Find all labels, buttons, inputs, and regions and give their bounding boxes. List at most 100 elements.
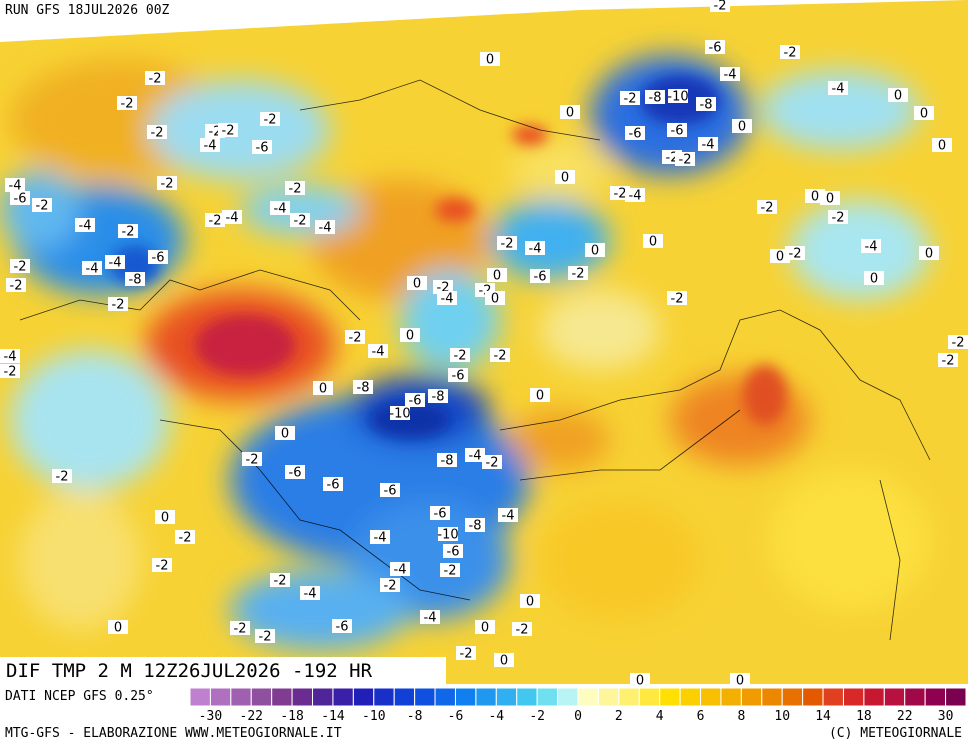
contour-label: -4 xyxy=(420,610,440,626)
contour-label-text: -6 xyxy=(384,484,397,499)
colorbar-swatch xyxy=(761,687,783,707)
contour-label: 0 xyxy=(400,328,420,344)
contour-label: -6 xyxy=(405,393,425,409)
contour-label-bg xyxy=(625,126,645,140)
contour-label-text: 0 xyxy=(636,674,644,689)
contour-label-bg xyxy=(710,0,730,12)
colorbar-tick-label: 18 xyxy=(856,709,872,724)
contour-label: 0 xyxy=(475,620,495,636)
colorbar-swatch xyxy=(373,687,395,707)
contour-label-bg xyxy=(270,201,290,215)
contour-label: 0 xyxy=(407,276,427,292)
colorbar-swatch xyxy=(516,687,538,707)
contour-label: 0 xyxy=(585,243,605,259)
contour-label: -8 xyxy=(696,97,716,113)
contour-label-bg xyxy=(345,330,365,344)
contour-label: 0 xyxy=(732,119,752,135)
contour-label-bg xyxy=(313,381,333,395)
contour-label-text: 0 xyxy=(649,235,657,250)
contour-label-bg xyxy=(117,96,137,110)
contour-label-text: -2 xyxy=(4,365,17,380)
contour-label-bg xyxy=(230,621,250,635)
contour-label: -2 xyxy=(440,563,460,579)
contour-label-bg xyxy=(155,510,175,524)
colorbar-tick-label: -2 xyxy=(529,709,545,724)
contour-label: -4 xyxy=(861,239,881,255)
contour-label-bg xyxy=(152,558,172,572)
colorbar-tick-label: 2 xyxy=(615,709,623,724)
contour-label: 0 xyxy=(555,170,575,186)
contour-label-bg xyxy=(730,673,750,687)
contour-label: -2 xyxy=(108,297,128,313)
contour-label-text: -2 xyxy=(494,349,507,364)
contour-label-text: 0 xyxy=(493,269,501,284)
colorbar-swatch xyxy=(945,687,967,707)
contour-label-bg xyxy=(450,348,470,362)
contour-label-bg xyxy=(520,594,540,608)
contour-label: -4 xyxy=(0,349,20,365)
contour-label-bg xyxy=(487,268,507,282)
colorbar-tick-label: 10 xyxy=(774,709,790,724)
contour-label-bg xyxy=(465,518,485,532)
contour-label-text: 0 xyxy=(566,106,574,121)
contour-label-bg xyxy=(698,137,718,151)
contour-label-text: -6 xyxy=(447,545,460,560)
contour-label-text: 0 xyxy=(591,244,599,259)
data-source: DATI NCEP GFS 0.25° xyxy=(5,689,154,704)
contour-label-text: -2 xyxy=(14,260,27,275)
contour-label: -2 xyxy=(948,335,968,351)
contour-label: -4 xyxy=(698,137,718,153)
contour-label-bg xyxy=(5,178,25,192)
colorbar-swatch xyxy=(883,687,906,707)
contour-label-text: -2 xyxy=(222,124,235,139)
contour-label: -6 xyxy=(332,619,352,635)
contour-label-text: -4 xyxy=(502,509,515,524)
contour-label-bg xyxy=(785,246,805,260)
contour-label: -4 xyxy=(525,241,545,257)
contour-label: 0 xyxy=(560,105,580,121)
contour-label: -6 xyxy=(430,506,450,522)
contour-label-bg xyxy=(430,506,450,520)
colorbar-swatch xyxy=(312,687,334,707)
contour-label-text: -2 xyxy=(832,211,845,226)
contour-label-bg xyxy=(370,530,390,544)
contour-label: -8 xyxy=(465,518,485,534)
contour-label-bg xyxy=(861,239,881,253)
contour-label-text: 0 xyxy=(114,621,122,636)
contour-label-text: -8 xyxy=(469,519,482,534)
contour-label-text: -4 xyxy=(724,68,737,83)
contour-label-text: -4 xyxy=(702,138,715,153)
contour-label-bg xyxy=(420,610,440,624)
contour-label: 0 xyxy=(480,52,500,68)
contour-label: -4 xyxy=(270,201,290,217)
contour-label-bg xyxy=(108,620,128,634)
contour-label-text: 0 xyxy=(776,250,784,265)
contour-label-bg xyxy=(525,241,545,255)
colorbar-swatch xyxy=(740,687,763,707)
contour-label-text: -6 xyxy=(709,41,722,56)
colorbar-swatch xyxy=(720,687,742,707)
contour-label: -8 xyxy=(125,272,145,288)
contour-label-text: -2 xyxy=(671,292,684,307)
contour-label: -6 xyxy=(148,250,168,266)
contour-label-bg xyxy=(145,71,165,85)
contour-label-text: -4 xyxy=(226,211,239,226)
contour-label-text: -10 xyxy=(667,90,688,105)
contour-label-bg xyxy=(433,280,453,294)
contour-label-text: -2 xyxy=(454,349,467,364)
contour-label-text: -8 xyxy=(432,390,445,405)
contour-label: -2 xyxy=(6,278,26,294)
contour-label-text: -2 xyxy=(679,153,692,168)
contour-label-text: -8 xyxy=(649,91,662,106)
contour-label-bg xyxy=(914,106,934,120)
contour-label-bg xyxy=(456,646,476,660)
contour-label-text: -4 xyxy=(9,179,22,194)
contour-label: 0 xyxy=(932,138,952,154)
contour-label-text: -2 xyxy=(572,267,585,282)
contour-label-text: 0 xyxy=(561,171,569,186)
colorbar-swatch xyxy=(393,687,416,707)
contour-label-bg xyxy=(260,112,280,126)
contour-label-bg xyxy=(332,619,352,633)
contour-label-text: -2 xyxy=(122,225,135,240)
colorbar-tick-label: -4 xyxy=(488,709,504,724)
